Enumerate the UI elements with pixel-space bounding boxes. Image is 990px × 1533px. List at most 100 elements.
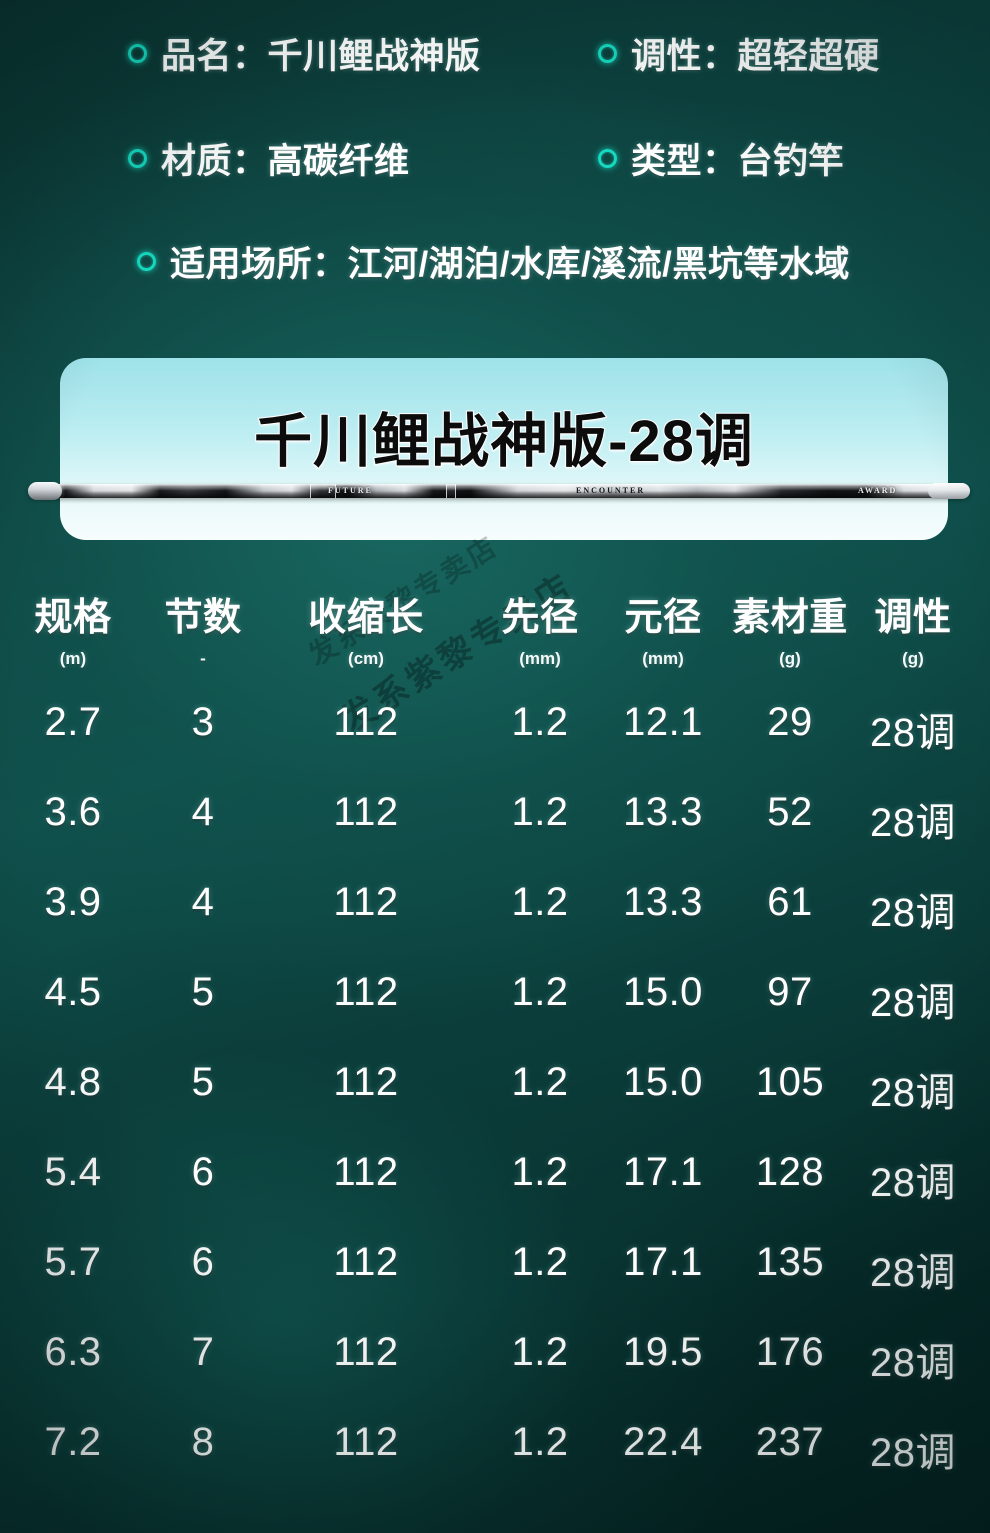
table-cell: 97 xyxy=(767,970,813,1014)
table-cell: 1.2 xyxy=(511,970,569,1014)
table-cell: 128 xyxy=(755,1150,825,1194)
table-cell: 15.0 xyxy=(623,970,703,1014)
spec-item-material: 材质：高碳纤维 xyxy=(128,133,410,184)
table-cell: 1.2 xyxy=(511,1330,569,1374)
table-cell: 1.2 xyxy=(511,790,569,834)
table-row: 3.9 4 112 1.2 13.3 61 28调 xyxy=(0,862,990,952)
table-header-cell: 先径 (mm) xyxy=(501,586,578,669)
table-cell: 15.0 xyxy=(623,1060,703,1104)
table-header-title: 收缩长 xyxy=(308,597,424,639)
table-header-cell: 调性 (g) xyxy=(874,586,951,669)
table-cell: 4.5 xyxy=(44,970,102,1014)
table-cell: 5 xyxy=(191,970,215,1014)
spec-item-product-name: 品名：千川鲤战神版 xyxy=(128,28,481,79)
spec-item-type: 类型：台钓竿 xyxy=(598,133,844,184)
table-cell: 28调 xyxy=(870,891,956,935)
table-cell: 1.2 xyxy=(511,880,569,924)
table-cell: 19.5 xyxy=(623,1330,703,1374)
page-title: 千川鲤战神版-28调 xyxy=(253,408,754,475)
table-cell: 1.2 xyxy=(511,1060,569,1104)
table-cell: 12.1 xyxy=(623,700,703,744)
table-header-cell: 节数 - xyxy=(164,586,241,669)
table-cell: 3.6 xyxy=(44,790,102,834)
table-cell: 28调 xyxy=(870,1251,956,1295)
spec-label: 调性：超轻超硬 xyxy=(631,37,880,76)
table-cell: 112 xyxy=(333,1420,399,1464)
table-cell: 112 xyxy=(333,700,399,744)
circle-outline-icon xyxy=(598,149,617,168)
table-cell: 6.3 xyxy=(44,1330,102,1374)
table-cell: 1.2 xyxy=(511,1420,569,1464)
table-header-cell: 规格 (m) xyxy=(34,586,111,669)
table-header-title: 规格 xyxy=(34,597,112,639)
circle-outline-icon xyxy=(128,149,147,168)
table-cell: 7 xyxy=(191,1330,215,1374)
table-cell: 28调 xyxy=(870,981,956,1025)
table-cell: 237 xyxy=(755,1420,825,1464)
table-cell: 112 xyxy=(333,1150,399,1194)
table-cell: 135 xyxy=(755,1240,825,1284)
table-header-unit: - xyxy=(200,649,206,668)
table-header-cell: 元径 (mm) xyxy=(624,586,701,669)
table-cell: 2.7 xyxy=(44,700,102,744)
table-header-title: 调性 xyxy=(874,597,952,639)
table-cell: 4 xyxy=(191,880,215,924)
table-cell: 28调 xyxy=(870,1341,956,1385)
table-cell: 176 xyxy=(755,1330,825,1374)
spec-label: 类型：台钓竿 xyxy=(631,142,845,181)
table-cell: 1.2 xyxy=(511,1240,569,1284)
table-cell: 5.7 xyxy=(44,1240,102,1284)
table-header-title: 节数 xyxy=(164,597,242,639)
table-cell: 28调 xyxy=(870,711,956,755)
table-cell: 6 xyxy=(191,1150,215,1194)
table-row: 5.7 6 112 1.2 17.1 135 28调 xyxy=(0,1222,990,1312)
table-row: 7.2 8 112 1.2 22.4 237 28调 xyxy=(0,1402,990,1492)
circle-outline-icon xyxy=(137,252,156,271)
product-title-banner: 千川鲤战神版-28调 xyxy=(60,358,948,540)
table-cell: 112 xyxy=(333,880,399,924)
spec-item-usage-scenario: 适用场所：江河/湖泊/水库/溪流/黑坑等水域 xyxy=(137,236,850,287)
circle-outline-icon xyxy=(598,44,617,63)
specification-table: 规格 (m) 节数 - 收缩长 (cm) 先径 (mm) 元径 (mm) 素材重… xyxy=(0,586,990,1492)
table-header-unit: (g) xyxy=(779,649,801,668)
table-body: 2.7 3 112 1.2 12.1 29 28调 3.6 4 112 1.2 13.3 52 28调 3.… xyxy=(0,682,990,1492)
table-cell: 3 xyxy=(191,700,215,744)
table-cell: 112 xyxy=(333,1330,399,1374)
table-cell: 6 xyxy=(191,1240,215,1284)
table-cell: 112 xyxy=(333,790,399,834)
spec-list: 品名：千川鲤战神版 调性：超轻超硬 材质：高碳纤维 类型：台钓竿 适用场所：江河… xyxy=(0,0,990,320)
table-header-title: 元径 xyxy=(624,597,702,639)
table-header-unit: (mm) xyxy=(519,649,561,668)
table-header-unit: (cm) xyxy=(348,649,384,668)
table-cell: 105 xyxy=(755,1060,825,1104)
table-cell: 28调 xyxy=(870,1161,956,1205)
table-cell: 22.4 xyxy=(623,1420,703,1464)
table-row: 5.4 6 112 1.2 17.1 128 28调 xyxy=(0,1132,990,1222)
circle-outline-icon xyxy=(128,44,147,63)
table-row: 4.8 5 112 1.2 15.0 105 28调 xyxy=(0,1042,990,1132)
table-cell: 28调 xyxy=(870,801,956,845)
table-cell: 5.4 xyxy=(44,1150,102,1194)
table-cell: 61 xyxy=(767,880,813,924)
table-header-row: 规格 (m) 节数 - 收缩长 (cm) 先径 (mm) 元径 (mm) 素材重… xyxy=(0,586,990,682)
table-cell: 112 xyxy=(333,1240,399,1284)
table-cell: 52 xyxy=(767,790,813,834)
table-header-title: 素材重 xyxy=(732,597,848,639)
rod-butt-cap xyxy=(28,482,62,500)
table-cell: 13.3 xyxy=(623,880,703,924)
spec-label: 品名：千川鲤战神版 xyxy=(161,37,481,76)
table-cell: 3.9 xyxy=(44,880,102,924)
table-header-cell: 收缩长 (cm) xyxy=(308,586,424,669)
table-cell: 28调 xyxy=(870,1071,956,1115)
table-cell: 4.8 xyxy=(44,1060,102,1104)
table-header-cell: 素材重 (g) xyxy=(732,586,848,669)
table-cell: 7.2 xyxy=(44,1420,102,1464)
table-header-unit: (mm) xyxy=(642,649,684,668)
table-cell: 17.1 xyxy=(623,1240,703,1284)
table-cell: 112 xyxy=(333,1060,399,1104)
table-row: 4.5 5 112 1.2 15.0 97 28调 xyxy=(0,952,990,1042)
table-cell: 4 xyxy=(191,790,215,834)
table-cell: 1.2 xyxy=(511,700,569,744)
table-cell: 8 xyxy=(191,1420,215,1464)
